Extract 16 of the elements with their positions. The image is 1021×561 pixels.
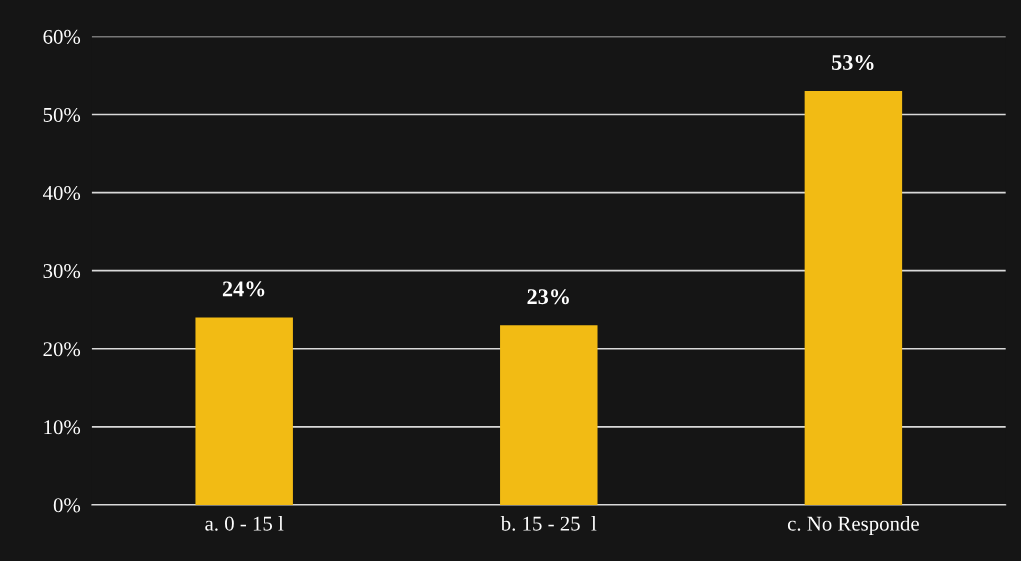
x-tick-label: b. 15 - 25 l	[500, 516, 597, 531]
bar	[195, 317, 293, 505]
data-label: 24%	[222, 281, 265, 297]
bar	[500, 325, 598, 505]
y-tick-label: 60%	[43, 29, 81, 44]
x-tick-label: c. No Responde	[787, 516, 919, 535]
y-tick-label: 30%	[43, 264, 81, 279]
y-tick-label: 40%	[43, 185, 81, 201]
y-tick-label: 50%	[43, 107, 81, 123]
x-tick-label: a. 0 - 15 l	[205, 516, 284, 531]
y-tick-label: 0%	[53, 498, 81, 513]
data-label: 53%	[832, 54, 874, 71]
data-label: 23%	[527, 289, 569, 305]
bar	[804, 91, 903, 505]
y-tick-label: 10%	[44, 420, 81, 435]
y-tick-label: 20%	[43, 342, 81, 357]
